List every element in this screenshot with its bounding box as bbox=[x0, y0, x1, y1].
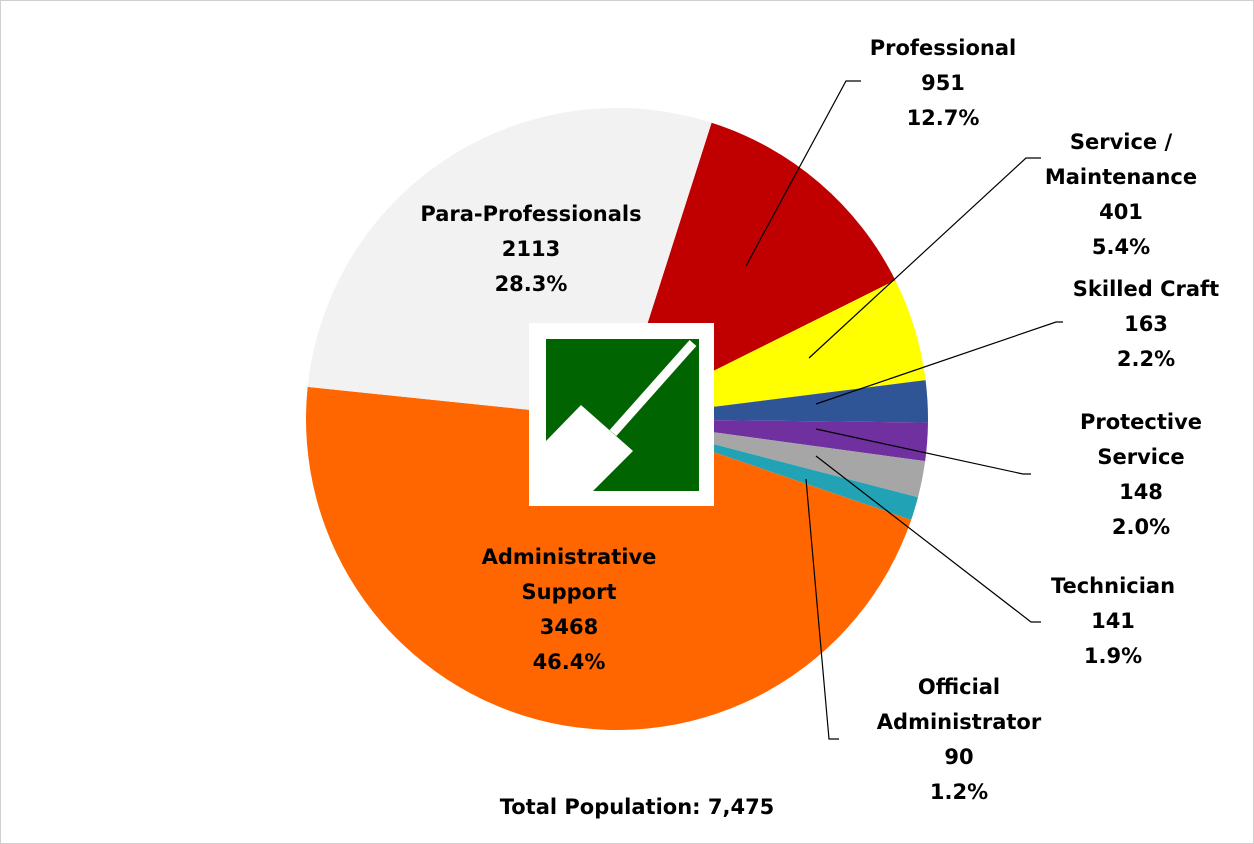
leader-line bbox=[808, 157, 1041, 359]
label-name: Technician bbox=[1050, 574, 1176, 598]
label-percent: 2.2% bbox=[1116, 347, 1176, 371]
label-percent: 2.0% bbox=[1111, 515, 1171, 539]
label-value: 90 bbox=[944, 745, 974, 769]
label-name: Administrative Support bbox=[481, 545, 657, 604]
label-value: 401 bbox=[1099, 200, 1143, 224]
slice-label: Para-Professionals 2113 28.3% bbox=[401, 197, 661, 302]
slice-label: Technician 141 1.9% bbox=[1023, 569, 1203, 674]
label-percent: 28.3% bbox=[494, 272, 568, 296]
label-name: Skilled Craft bbox=[1072, 277, 1220, 301]
leader-line bbox=[815, 455, 1041, 623]
label-percent: 1.2% bbox=[929, 780, 989, 804]
label-percent: 5.4% bbox=[1091, 235, 1151, 259]
slice-label: Protective Service 148 2.0% bbox=[1056, 405, 1226, 545]
label-name: Service / Maintenance bbox=[1044, 130, 1198, 189]
label-value: 3468 bbox=[539, 615, 599, 639]
label-value: 2113 bbox=[501, 237, 561, 261]
label-percent: 1.9% bbox=[1083, 644, 1143, 668]
label-percent: 12.7% bbox=[906, 106, 980, 130]
logo bbox=[529, 323, 714, 506]
label-value: 141 bbox=[1091, 609, 1135, 633]
label-name: Professional bbox=[869, 36, 1017, 60]
slice-label: Service / Maintenance 401 5.4% bbox=[1026, 125, 1216, 265]
label-percent: 46.4% bbox=[532, 650, 606, 674]
slice-label: Professional 951 12.7% bbox=[823, 31, 1063, 136]
label-name: Para-Professionals bbox=[420, 202, 642, 226]
total-note: Total Population: 7,475 bbox=[499, 795, 775, 819]
slice-label: Administrative Support 3468 46.4% bbox=[449, 540, 689, 680]
leader-line bbox=[815, 428, 1031, 475]
leader-line bbox=[815, 321, 1063, 405]
label-value: 148 bbox=[1119, 480, 1163, 504]
label-value: 163 bbox=[1124, 312, 1168, 336]
label-name: Official Administrator bbox=[876, 675, 1042, 734]
label-value: 951 bbox=[921, 71, 965, 95]
slice-label: Skilled Craft 163 2.2% bbox=[1046, 272, 1246, 377]
slice-label: Official Administrator 90 1.2% bbox=[859, 670, 1059, 810]
pie-slice bbox=[306, 386, 912, 730]
label-name: Protective Service bbox=[1079, 410, 1203, 469]
leader-line bbox=[805, 478, 839, 740]
leader-line bbox=[745, 80, 861, 267]
